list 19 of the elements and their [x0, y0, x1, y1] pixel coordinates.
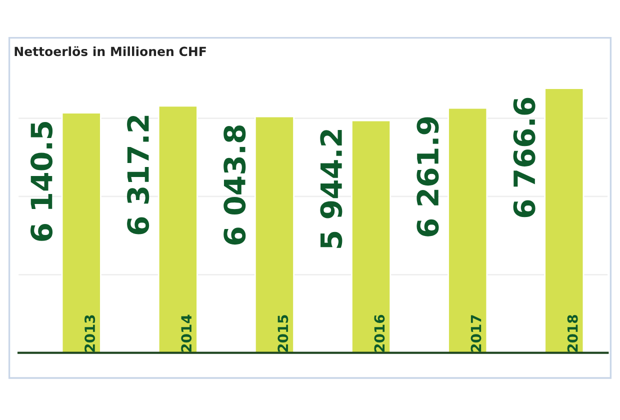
- x-tick-label: 2016: [374, 314, 385, 352]
- bar: [544, 88, 584, 353]
- data-label: 6 317.2: [127, 116, 150, 234]
- x-tick-label: 2013: [84, 315, 96, 352]
- data-label: 6 261.9: [416, 117, 439, 236]
- x-tick-label: 2017: [470, 315, 482, 352]
- data-label: 6 766.6: [513, 98, 536, 218]
- chart-title: Nettoerlös in Millionen CHF: [14, 46, 206, 56]
- bar: [351, 120, 392, 353]
- bar: [158, 105, 198, 353]
- data-label: 5 944.2: [320, 130, 342, 248]
- data-label: 6 043.8: [224, 125, 246, 245]
- bar: [61, 112, 102, 353]
- x-tick-label: 2014: [181, 314, 192, 352]
- data-label: 6 140.5: [30, 122, 53, 241]
- bar: [254, 116, 294, 353]
- x-tick-label: 2015: [278, 315, 288, 352]
- x-tick-label: 2018: [567, 315, 578, 352]
- bar: [448, 107, 488, 353]
